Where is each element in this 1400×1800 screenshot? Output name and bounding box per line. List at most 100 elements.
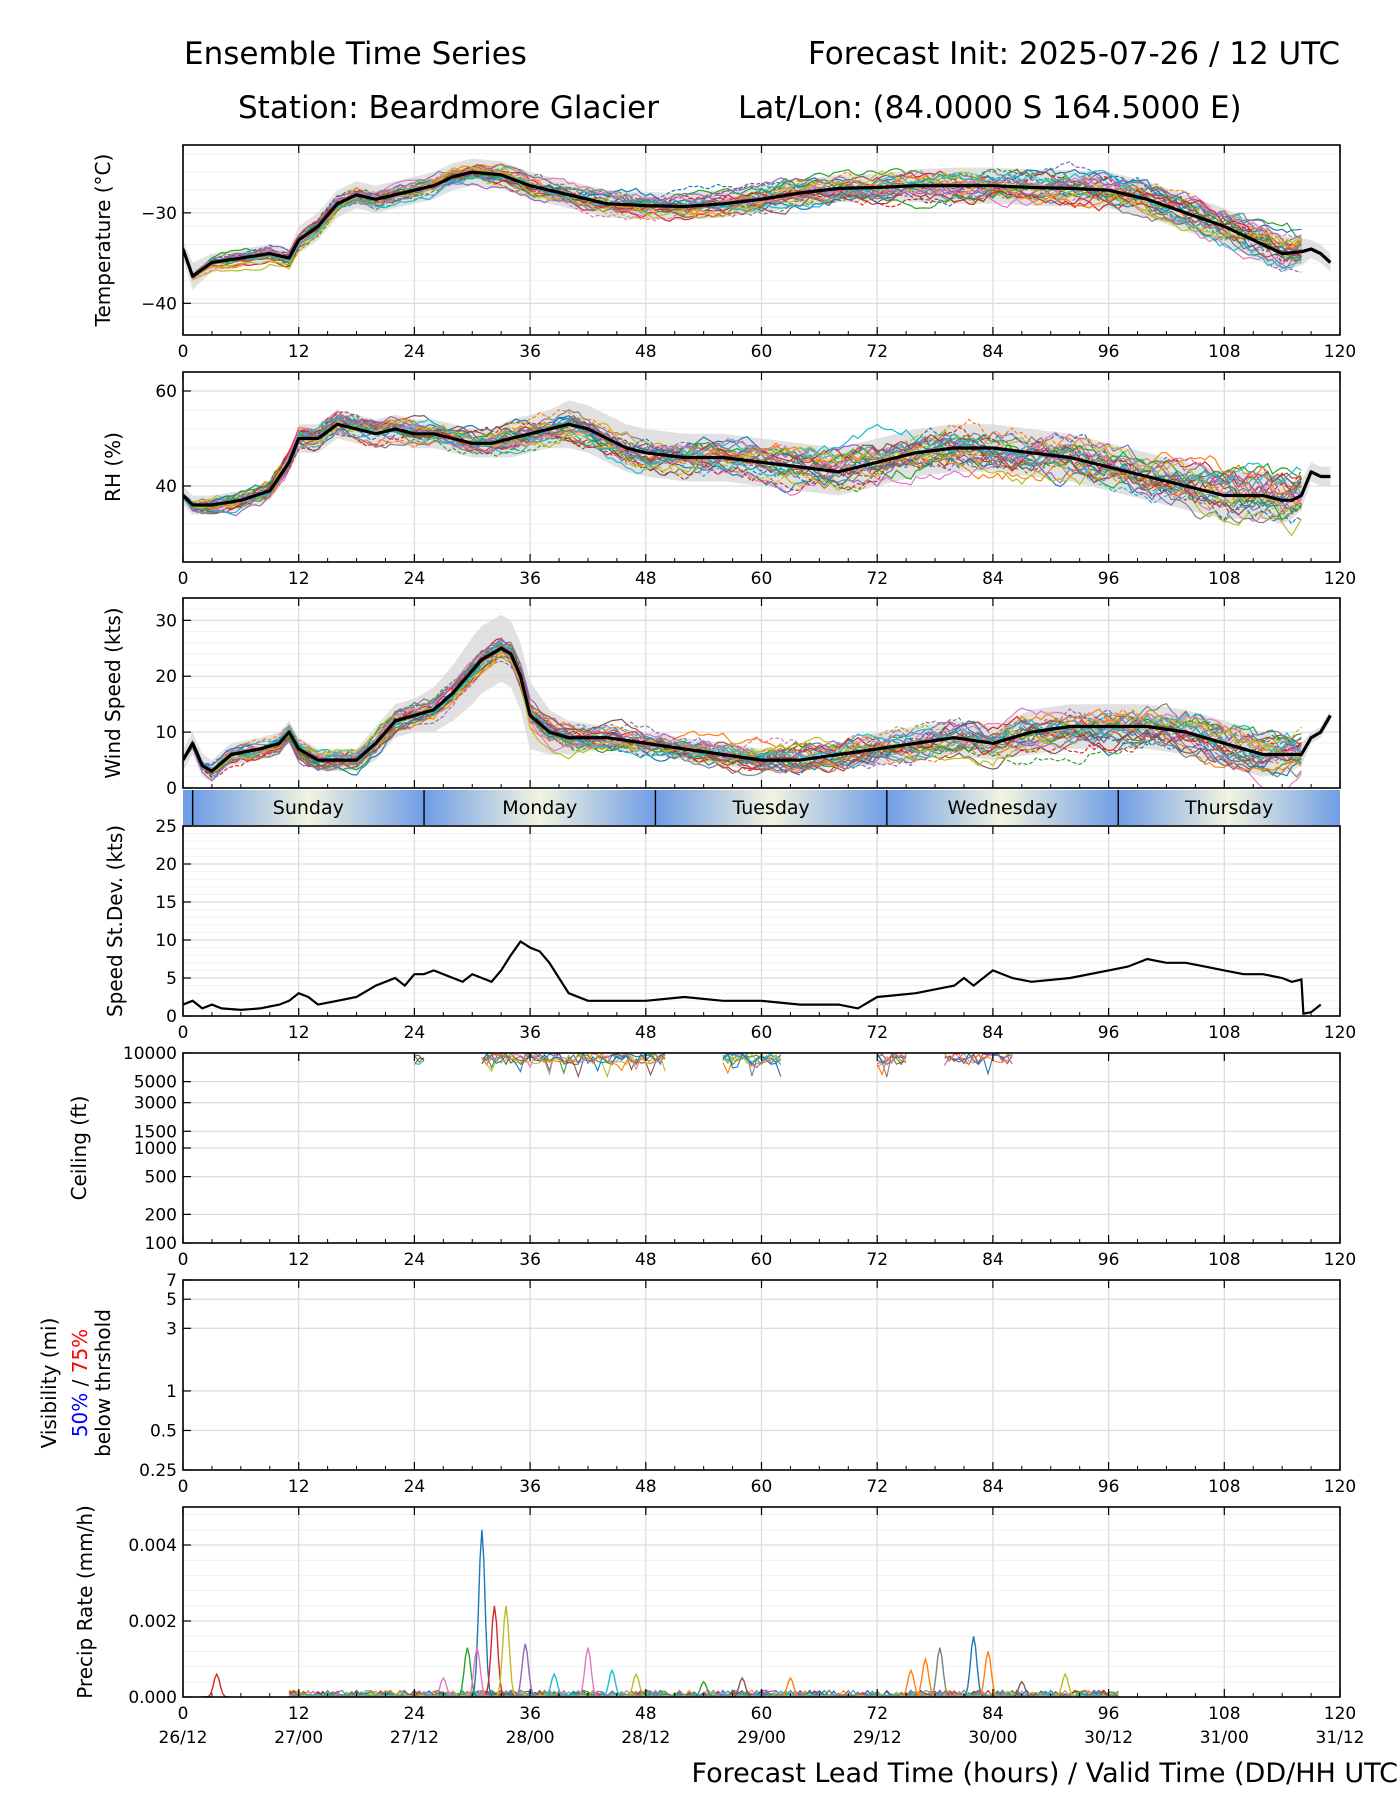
x-tick-label: 24 bbox=[404, 1477, 426, 1497]
x-tick-label: 36 bbox=[519, 1704, 541, 1724]
ensemble-member-line bbox=[183, 171, 1302, 277]
day-band: Sunday Monday Tuesday Wednesday Thursday bbox=[183, 790, 1340, 825]
visibility-ylabel-thresholds: 50% / 75% bbox=[68, 1329, 92, 1437]
speed-stdev-line bbox=[183, 940, 1322, 1016]
y-tick-label: 5000 bbox=[134, 1073, 177, 1093]
panels-container: −40−300 12 24 36 48 60 72 84 96 108 120Temperature… bbox=[67, 144, 1365, 1748]
ceiling-member-line bbox=[722, 1053, 782, 1069]
plot-area bbox=[413, 1053, 1013, 1079]
valid-time-label: 29/12 bbox=[853, 1728, 902, 1748]
y-tick-label: 3000 bbox=[134, 1094, 177, 1114]
x-tick-label: 24 bbox=[404, 1023, 426, 1043]
x-tick-label: 60 bbox=[751, 1250, 773, 1270]
x-tick-label: 72 bbox=[866, 342, 888, 362]
x-tick-label: 120 bbox=[1324, 1250, 1356, 1270]
panel-3: 0 5 10 15 20 25 0 12 24 36 48 60 72 84 96 108 120 Speed S… bbox=[103, 817, 1356, 1043]
y-tick-label: 20 bbox=[155, 667, 177, 687]
x-tick-label: 96 bbox=[1098, 569, 1120, 589]
ensemble-member-line bbox=[183, 415, 1302, 514]
panel-5: 0.25 0.5 1 3 57 0 12 24 36 48 60 72 84 96 108 120 bbox=[139, 1271, 1356, 1497]
x-tick-label: 84 bbox=[982, 1477, 1004, 1497]
x-tick-label: 36 bbox=[519, 1023, 541, 1043]
x-tick-label: 48 bbox=[635, 569, 657, 589]
y-tick-label: 1 bbox=[166, 1382, 177, 1402]
y-tick-label: 0.004 bbox=[128, 1536, 177, 1556]
x-tick-label: 12 bbox=[288, 1023, 310, 1043]
x-tick-label: 24 bbox=[404, 1704, 426, 1724]
x-tick-label: 48 bbox=[635, 1250, 657, 1270]
valid-time-label: 28/00 bbox=[506, 1728, 555, 1748]
y-axis-label: Ceiling (ft) bbox=[67, 1096, 91, 1201]
ensemble-member-line bbox=[183, 161, 1302, 276]
valid-time-label: 30/12 bbox=[1084, 1728, 1133, 1748]
ensemble-member-line bbox=[183, 418, 1302, 507]
day-segment-tuesday bbox=[655, 790, 887, 825]
y-tick-label: 10000 bbox=[123, 1044, 177, 1064]
x-tick-label: 36 bbox=[519, 342, 541, 362]
y-tick-label: 5 bbox=[166, 969, 177, 989]
x-tick-label: 12 bbox=[288, 569, 310, 589]
panel-6: 0.000 0.002 0.004 0 26/12 12 27/00 24 27/12 36 28/… bbox=[73, 1505, 1365, 1748]
x-tick-label: 120 bbox=[1324, 1023, 1356, 1043]
visibility-separator: / bbox=[68, 1373, 92, 1392]
visibility-75pct-label: 75% bbox=[68, 1329, 92, 1373]
x-tick-label: 24 bbox=[404, 1250, 426, 1270]
visibility-50pct-label: 50% bbox=[68, 1393, 92, 1437]
ceiling-member-line bbox=[722, 1053, 782, 1065]
plot-area bbox=[183, 400, 1331, 537]
ensemble-mean-line bbox=[183, 170, 1332, 278]
plot-area bbox=[183, 158, 1332, 290]
valid-time-label: 26/12 bbox=[159, 1728, 208, 1748]
x-tick-label: 60 bbox=[751, 1023, 773, 1043]
y-axis-label: RH (%) bbox=[101, 432, 125, 502]
day-label-tuesday: Tuesday bbox=[731, 797, 809, 819]
x-tick-label: 36 bbox=[519, 1250, 541, 1270]
x-tick-label: 24 bbox=[404, 342, 426, 362]
visibility-ylabel: Visibility (mi) bbox=[37, 1318, 61, 1449]
x-tick-label: 96 bbox=[1098, 1704, 1120, 1724]
ensemble-member-line bbox=[183, 421, 1302, 514]
y-tick-label: 0.000 bbox=[128, 1688, 177, 1708]
x-tick-label: 96 bbox=[1098, 1477, 1120, 1497]
x-tick-label: 72 bbox=[866, 1023, 888, 1043]
valid-time-label: 28/12 bbox=[621, 1728, 670, 1748]
y-tick-label: 100 bbox=[145, 1234, 177, 1254]
y-tick-label: 1500 bbox=[134, 1122, 177, 1142]
ceiling-member-line bbox=[481, 1053, 666, 1072]
x-tick-label: 12 bbox=[288, 1704, 310, 1724]
day-segment-start bbox=[183, 790, 193, 825]
ensemble-member-line bbox=[183, 418, 1302, 514]
x-tick-label: 36 bbox=[519, 1477, 541, 1497]
day-segment-monday bbox=[424, 790, 656, 825]
ensemble-member-line bbox=[183, 415, 1302, 512]
y-tick-label: 0.25 bbox=[139, 1461, 177, 1481]
x-tick-label: 36 bbox=[519, 569, 541, 589]
y-tick-label: 0.002 bbox=[128, 1612, 177, 1632]
y-tick-label: 30 bbox=[155, 611, 177, 631]
y-tick-label: 20 bbox=[155, 855, 177, 875]
y-tick-label: 0 bbox=[166, 779, 177, 799]
y-tick-label: 0.5 bbox=[150, 1421, 177, 1441]
x-tick-label: 12 bbox=[288, 1477, 310, 1497]
valid-time-label: 27/00 bbox=[274, 1728, 323, 1748]
y-tick-label: 5 bbox=[166, 1290, 177, 1310]
x-tick-label: 96 bbox=[1098, 342, 1120, 362]
visibility-ylabel-line3: below thrshold bbox=[91, 1309, 115, 1457]
visibility-ylabel-line1: Visibility (mi) bbox=[37, 1318, 61, 1449]
valid-time-label: 27/12 bbox=[390, 1728, 439, 1748]
x-tick-label: 108 bbox=[1208, 1477, 1240, 1497]
x-tick-label: 60 bbox=[751, 1477, 773, 1497]
ensemble-member-line bbox=[183, 172, 1302, 277]
x-tick-label: 108 bbox=[1208, 1023, 1240, 1043]
valid-time-label: 30/00 bbox=[968, 1728, 1017, 1748]
x-tick-label: 108 bbox=[1208, 1704, 1240, 1724]
ensemble-member-line bbox=[183, 415, 1302, 512]
ceiling-member-line bbox=[414, 1060, 425, 1065]
day-segment-sunday bbox=[192, 790, 425, 825]
ensemble-spread bbox=[183, 158, 1331, 290]
x-tick-label: 0 bbox=[178, 1023, 189, 1043]
x-tick-label: 0 bbox=[178, 1250, 189, 1270]
day-label-wednesday: Wednesday bbox=[948, 797, 1058, 819]
